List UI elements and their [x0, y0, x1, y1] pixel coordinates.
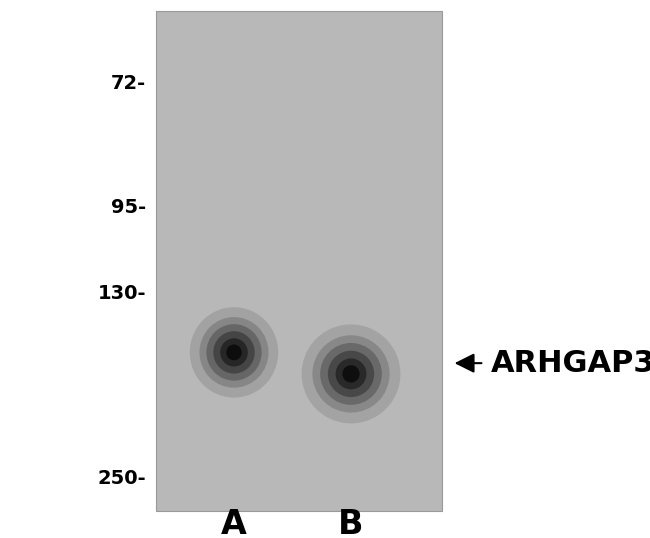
Ellipse shape — [328, 351, 374, 397]
Text: A: A — [221, 508, 247, 538]
Ellipse shape — [313, 335, 389, 413]
Ellipse shape — [335, 358, 367, 390]
Ellipse shape — [343, 365, 359, 383]
Ellipse shape — [302, 324, 400, 423]
Text: 250-: 250- — [98, 469, 146, 489]
Text: 72-: 72- — [111, 74, 146, 93]
Ellipse shape — [226, 344, 242, 360]
Text: ARHGAP39: ARHGAP39 — [491, 349, 650, 378]
Text: 95-: 95- — [111, 197, 146, 217]
Ellipse shape — [190, 307, 278, 398]
Ellipse shape — [207, 324, 261, 381]
Ellipse shape — [220, 338, 248, 366]
Text: B: B — [338, 508, 364, 538]
Ellipse shape — [200, 317, 268, 388]
Text: 130-: 130- — [98, 284, 146, 303]
Ellipse shape — [320, 343, 382, 405]
Bar — [156, 11, 442, 511]
Ellipse shape — [213, 331, 255, 373]
